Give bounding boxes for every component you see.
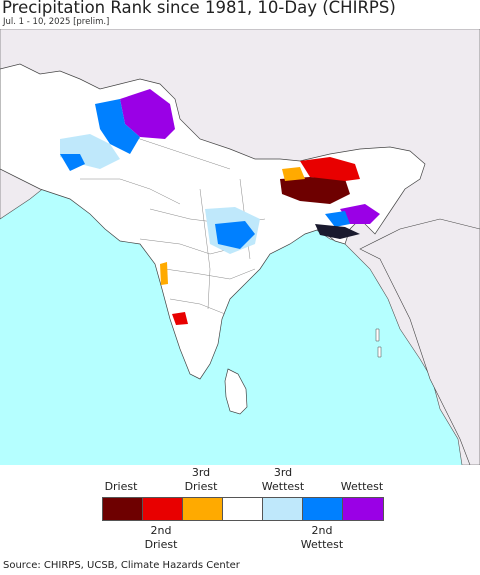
legend-swatch-3rd-driest [183,498,223,520]
legend-swatch-normal [223,498,263,520]
driest-patch-east [280,177,350,204]
dry-3rd-patch-east [282,167,305,181]
sri-lanka [224,368,248,415]
wet-2nd-patch-bengal [325,211,350,227]
dry-3rd-patch-west [160,262,168,285]
southeast-asia-land [359,218,480,465]
legend-swatch-3rd-wettest [263,498,303,520]
wet-2nd-patch-northwest [60,154,85,171]
legend-label-driest: Driest [104,480,138,493]
map-title: Precipitation Rank since 1981, 10-Day (C… [2,0,396,17]
legend-label-2nd-driest: 2nd Driest [144,524,178,551]
wettest-patch-east [340,204,380,224]
legend-swatch-2nd-wettest [303,498,343,520]
bengal-coast-dark [315,224,360,239]
legend-label-3rd-driest: 3rd Driest [184,466,218,493]
andaman-islands [375,328,382,358]
legend-color-bar [102,497,384,521]
dry-patch-southwest [172,312,188,325]
source-credit: Source: CHIRPS, UCSB, Climate Hazards Ce… [3,560,240,571]
legend-label-wettest: Wettest [340,480,384,493]
legend-label-3rd-wettest: 3rd Wettest [261,466,305,493]
legend-label-2nd-wettest: 2nd Wettest [300,524,344,551]
wettest-patch-north [120,89,175,139]
legend-swatch-wettest [343,498,383,520]
precipitation-patches [60,89,380,325]
wet-2nd-patch-north [95,99,140,154]
wet-2nd-patch-central [215,221,255,249]
map-subtitle: Jul. 1 - 10, 2025 [prelim.] [3,17,110,27]
precipitation-rank-map [0,29,480,465]
legend-swatch-2nd-driest [143,498,183,520]
legend-swatch-driest [103,498,143,520]
dry-2nd-patch-east [300,157,360,181]
